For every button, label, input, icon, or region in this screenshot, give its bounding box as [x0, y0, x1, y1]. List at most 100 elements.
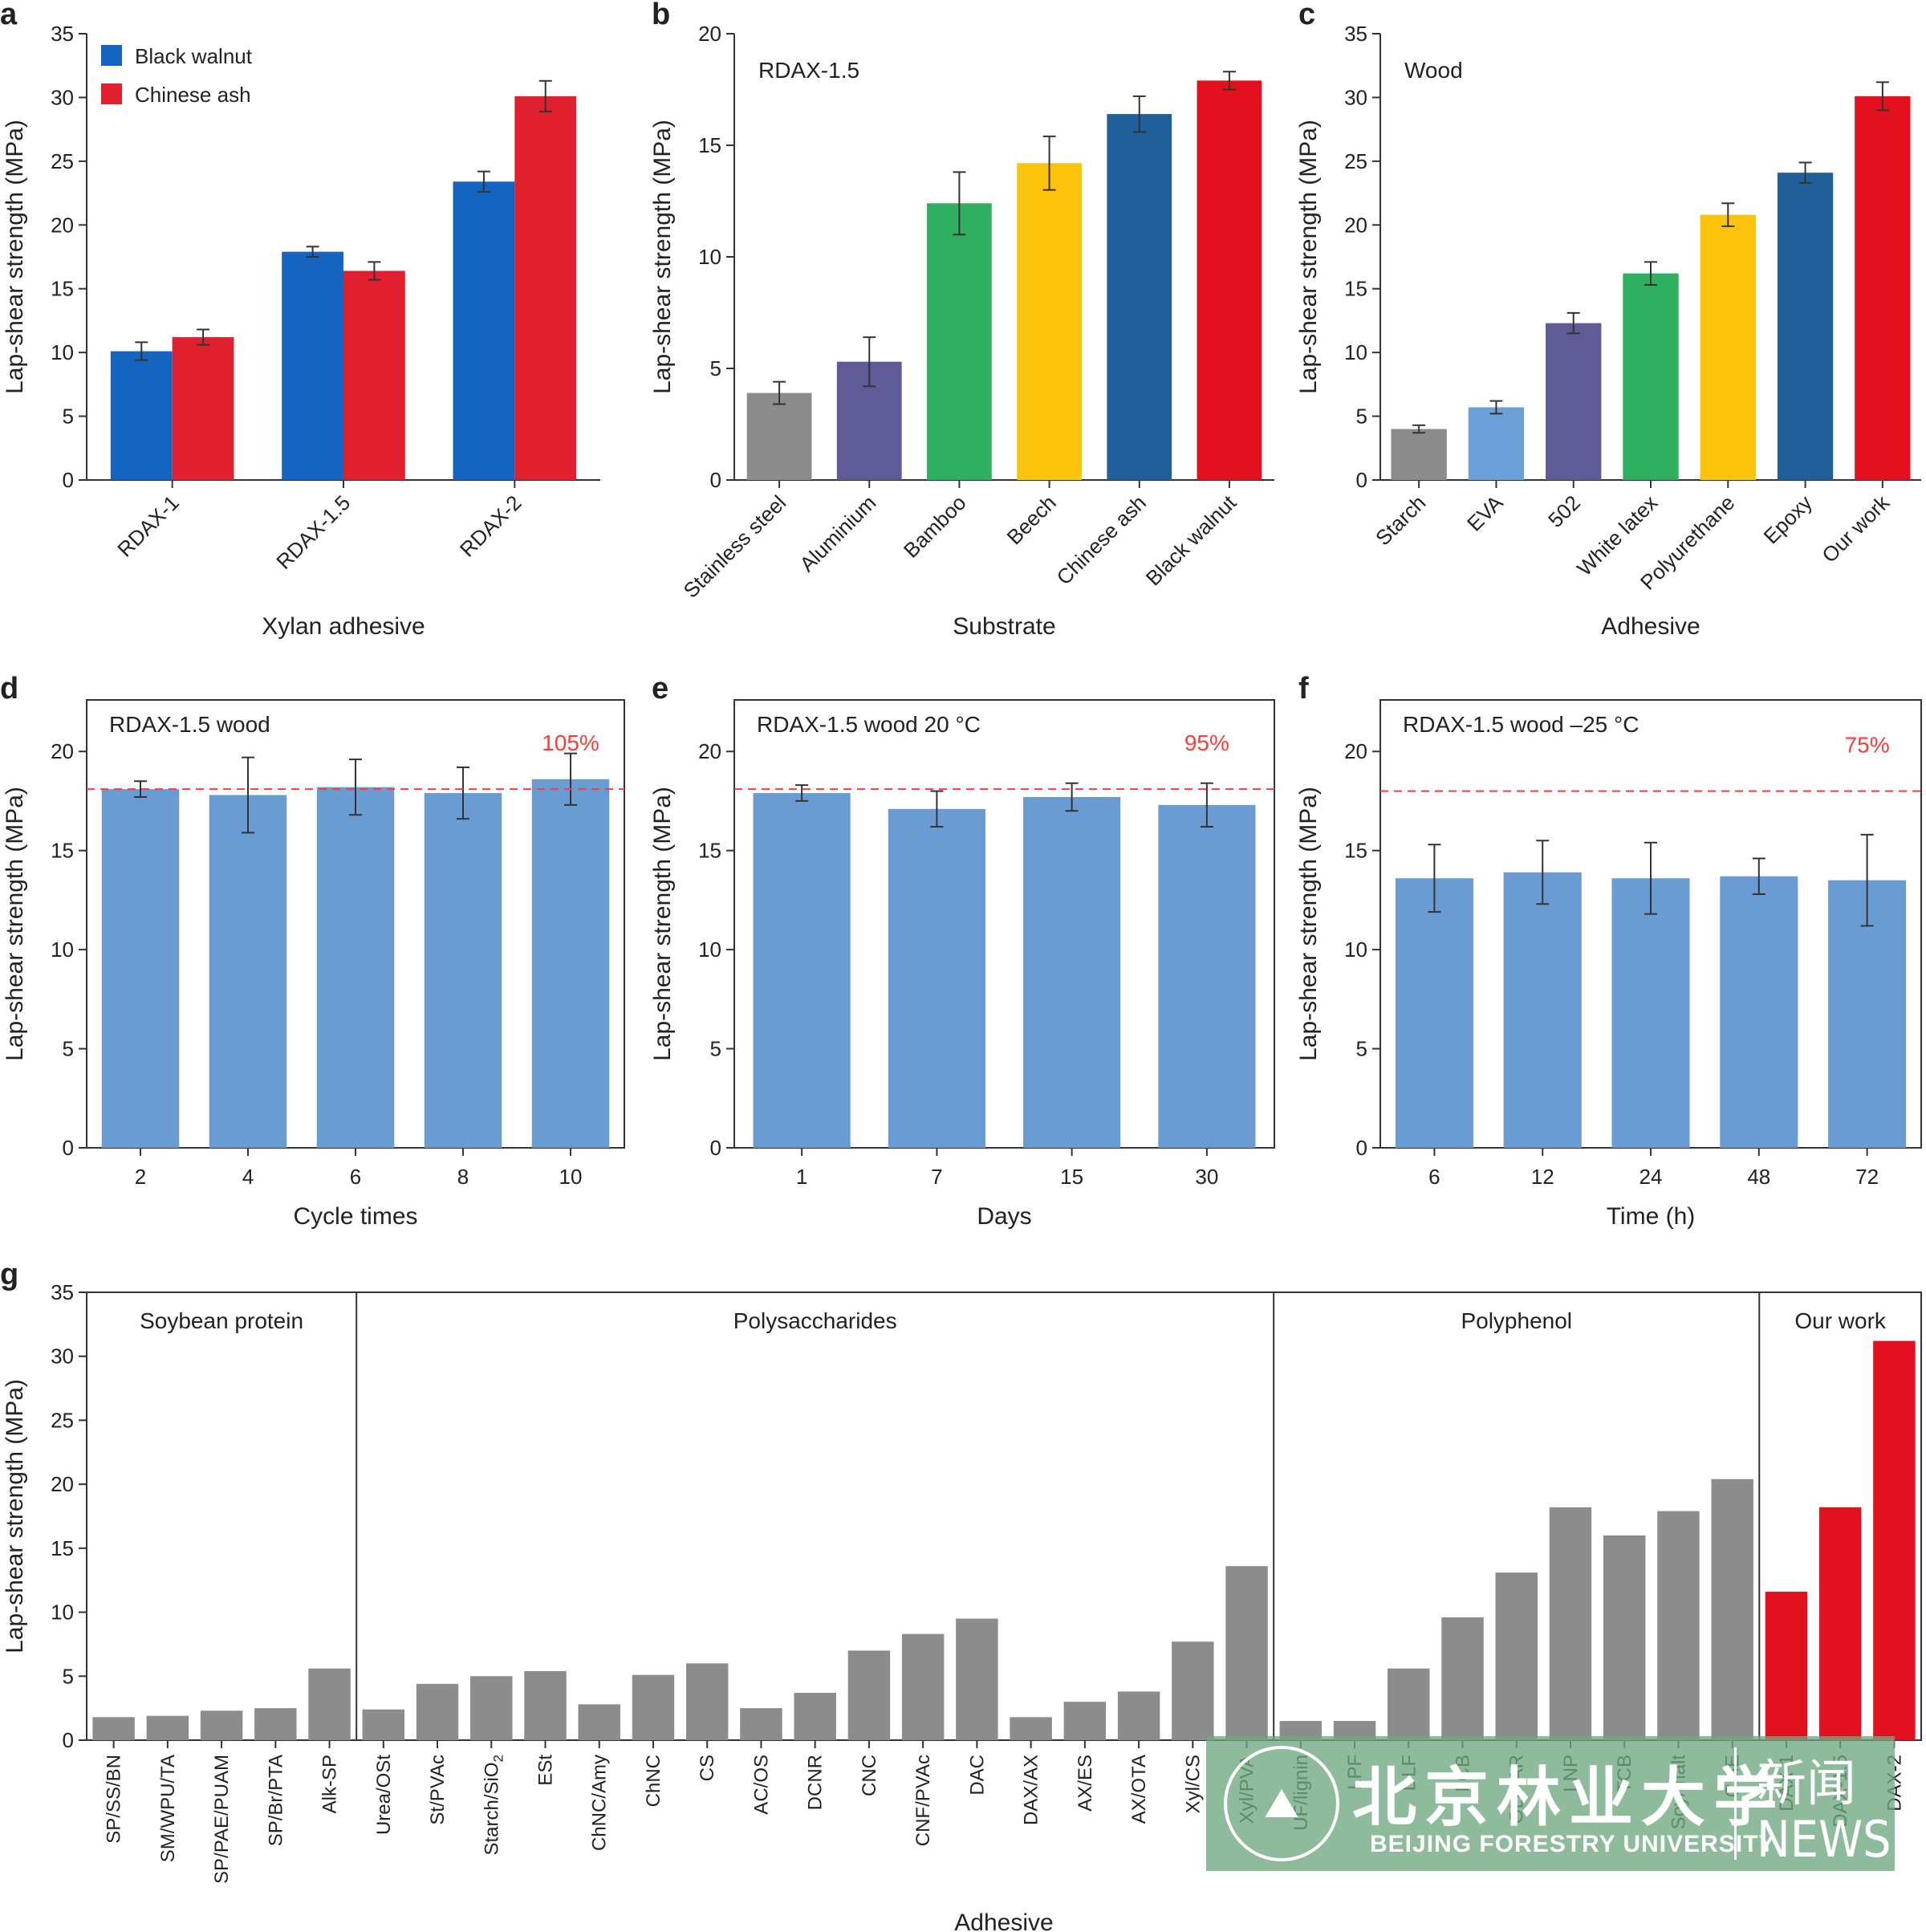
x-tick-label: Starch — [1371, 490, 1430, 550]
bar — [1063, 1702, 1107, 1740]
bar — [1777, 173, 1834, 480]
bar-chinese-ash — [514, 96, 577, 480]
y-tick-label: 30 — [1344, 85, 1367, 109]
chart-panel-a: 0 5 10 15 20 25 30 35 Lap-shear strength (MPa) Xy… — [0, 0, 600, 640]
legend-swatch — [101, 83, 122, 104]
panel-annotation: Wood — [1404, 58, 1463, 83]
bar — [1158, 804, 1256, 1148]
bar — [1023, 796, 1121, 1148]
plot-frame — [733, 699, 1275, 1149]
x-axis-title: Adhesive — [1601, 613, 1700, 640]
x-tick-label: DCNR — [805, 1755, 827, 1810]
bar — [740, 1708, 782, 1740]
y-tick-label: 30 — [51, 1344, 74, 1369]
bar — [632, 1674, 675, 1740]
bar-black-walnut — [110, 351, 173, 480]
y-tick-label: 20 — [1344, 739, 1367, 763]
panel-annotation: RDAX-1.5 — [758, 58, 859, 83]
bar — [470, 1676, 513, 1740]
y-axis-title: Lap-shear strength (MPa) — [649, 787, 676, 1061]
y-tick-label: 0 — [63, 1136, 74, 1160]
bar-black-walnut — [282, 251, 343, 480]
x-tick-label: 8 — [457, 1165, 469, 1189]
x-tick-label: Aluminium — [794, 490, 880, 576]
y-tick-label: 0 — [710, 468, 721, 492]
bar — [1441, 1617, 1484, 1740]
legend-label: Black walnut — [135, 44, 253, 68]
reference-label: 95% — [1184, 730, 1229, 755]
x-tick-label: RDAX-2 — [455, 490, 526, 562]
y-tick-label: 35 — [51, 22, 74, 46]
bar — [1657, 1511, 1700, 1740]
y-tick-label: 25 — [1344, 149, 1367, 173]
panel-label: g — [0, 1258, 18, 1291]
bar — [1503, 872, 1582, 1148]
y-axis-title: Lap-shear strength (MPa) — [2, 1379, 28, 1653]
y-tick-label: 20 — [698, 22, 721, 46]
x-tick-label: 30 — [1195, 1165, 1218, 1189]
x-tick-label: RDAX-1.5 — [271, 490, 355, 574]
bar — [524, 1670, 567, 1740]
x-tick-label: 15 — [1060, 1165, 1083, 1189]
y-tick-label: 5 — [710, 1037, 721, 1061]
bar — [1388, 1668, 1430, 1740]
bar — [316, 787, 395, 1148]
y-tick-label: 25 — [51, 149, 74, 173]
bar — [794, 1693, 836, 1740]
plot-frame — [86, 1291, 1922, 1741]
bar — [1391, 429, 1447, 480]
y-tick-label: 0 — [1356, 468, 1367, 492]
x-tick-label: Bamboo — [899, 490, 971, 563]
watermark: ⛰ 北京林业大学 BEIJING FORESTRY UNIVERSITY 新闻 … — [1206, 1736, 1895, 1871]
bar — [1818, 1507, 1862, 1740]
legend-label: Chinese ash — [135, 83, 251, 107]
y-tick-label: 5 — [1356, 1037, 1367, 1061]
x-tick-label: EVA — [1462, 490, 1508, 536]
y-tick-label: 20 — [698, 739, 721, 763]
y-tick-label: 10 — [51, 1601, 74, 1625]
y-axis-title: Lap-shear strength (MPa) — [649, 120, 676, 394]
group-label: Soybean protein — [140, 1308, 303, 1333]
panel-label: a — [0, 0, 18, 31]
x-tick-label: CNC — [859, 1755, 880, 1796]
bar — [416, 1683, 459, 1740]
bar — [1279, 1721, 1323, 1740]
bar — [1623, 273, 1679, 480]
y-tick-label: 10 — [1344, 938, 1367, 962]
y-tick-label: 0 — [63, 1728, 74, 1752]
bar — [1468, 407, 1525, 480]
y-tick-label: 0 — [63, 468, 74, 492]
y-tick-label: 30 — [51, 85, 74, 109]
y-tick-label: 5 — [1356, 405, 1367, 429]
y-axis-title: Lap-shear strength (MPa) — [2, 120, 28, 394]
y-tick-label: 15 — [698, 839, 721, 863]
bar — [888, 808, 985, 1148]
bar — [1711, 1478, 1753, 1740]
chart-panel-e: 0 5 10 15 20 Lap-shear strength (MPa) Days e RDA… — [649, 672, 1275, 1230]
x-tick-label: Alk-SP — [319, 1755, 341, 1813]
x-tick-label: Epoxy — [1759, 490, 1817, 548]
bar-chinese-ash — [172, 337, 234, 480]
x-tick-label: Xyl/CS — [1182, 1755, 1204, 1813]
bar — [847, 1650, 891, 1740]
bar — [1333, 1721, 1376, 1740]
bar — [424, 793, 502, 1148]
reference-label: 105% — [542, 730, 599, 755]
y-tick-label: 35 — [51, 1280, 74, 1304]
bar — [927, 203, 992, 480]
y-tick-label: 20 — [51, 739, 74, 763]
x-tick-label: SP/PAE/PUAM — [211, 1755, 233, 1884]
y-tick-label: 5 — [63, 1037, 74, 1061]
y-tick-label: 10 — [51, 340, 74, 364]
y-tick-label: 10 — [698, 245, 721, 269]
x-tick-label: Beech — [1002, 490, 1060, 549]
watermark-name-cn: 北京林业大学 — [1352, 1759, 1786, 1835]
group-label: Polysaccharides — [733, 1308, 897, 1333]
y-tick-label: 15 — [51, 277, 74, 301]
x-tick-label: Urea/OSt — [373, 1755, 395, 1835]
bar — [308, 1668, 351, 1740]
y-tick-label: 0 — [1356, 1136, 1367, 1160]
chart-panel-d: 0 5 10 15 20 Lap-shear strength (MPa) Cycle ti… — [0, 672, 625, 1230]
legend-swatch — [101, 45, 122, 66]
